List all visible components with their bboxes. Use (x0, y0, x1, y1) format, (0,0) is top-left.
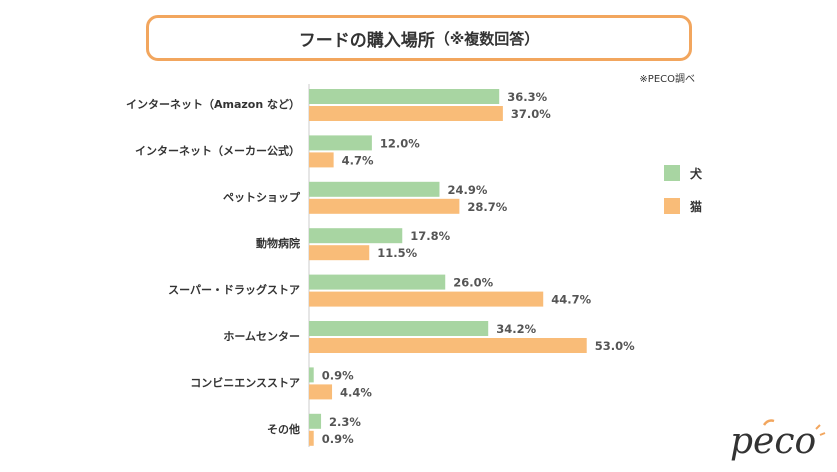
value-label: 36.3% (507, 90, 547, 104)
chart-title: フードの購入場所 (298, 30, 435, 51)
value-label: 28.7% (467, 200, 507, 214)
category-label: インターネット（Amazon など） (126, 98, 300, 111)
legend-swatch-dog (664, 165, 680, 181)
value-label: 37.0% (511, 107, 551, 121)
chart-title-note: （※複数回答） (434, 29, 540, 48)
legend-label-dog: 犬 (690, 166, 703, 181)
bar-dog (309, 135, 372, 151)
peco-logo: peco (730, 419, 826, 462)
bar-cat (309, 152, 334, 168)
category-label: スーパー・ドラッグストア (168, 283, 300, 297)
bar-dog (309, 89, 500, 104)
legend-swatch-cat (664, 198, 680, 214)
value-label: 11.5% (377, 246, 417, 260)
category-label: ペットショップ (223, 190, 301, 204)
legend: 犬 猫 (664, 164, 702, 230)
category-label: コンビニエンスストア (190, 375, 300, 389)
value-label: 0.9% (322, 368, 354, 382)
logo-accent (762, 419, 775, 426)
bar-dog (309, 321, 489, 336)
category-label: その他 (267, 422, 300, 436)
value-label: 53.0% (595, 339, 635, 353)
bar-cat (309, 245, 370, 261)
value-label: 12.0% (380, 136, 420, 150)
bar-cat (309, 430, 314, 446)
value-label: 24.9% (447, 183, 487, 197)
value-label: 34.2% (496, 322, 536, 336)
bar-cat (309, 384, 333, 400)
legend-label-cat: 猫 (690, 199, 703, 214)
chart-title-box: フードの購入場所 （※複数回答） (146, 15, 692, 61)
bar-dog (309, 274, 446, 290)
category-label: ホームセンター (223, 330, 300, 343)
bar-cat (309, 338, 587, 353)
bar-dog (309, 367, 314, 383)
category-label: インターネット（メーカー公式） (135, 143, 300, 157)
logo-text: peco (730, 421, 816, 462)
value-label: 44.7% (551, 293, 591, 307)
value-label: 17.8% (410, 229, 450, 243)
value-label: 2.3% (329, 415, 361, 429)
bar-dog (309, 413, 322, 429)
value-label: 26.0% (453, 276, 493, 290)
bar-cat (309, 106, 503, 121)
value-label: 4.7% (342, 153, 374, 167)
category-label: 動物病院 (256, 236, 300, 250)
bar-cat (309, 291, 544, 307)
value-label: 4.4% (340, 385, 372, 399)
bar-dog (309, 228, 403, 244)
source-note: ※PECO調べ (639, 74, 695, 85)
bar-cat (309, 198, 460, 214)
logo-sparkle (815, 424, 826, 436)
legend-item-dog: 犬 (664, 164, 702, 182)
legend-item-cat: 猫 (664, 197, 702, 215)
value-label: 0.9% (322, 432, 354, 446)
bar-dog (309, 181, 440, 197)
